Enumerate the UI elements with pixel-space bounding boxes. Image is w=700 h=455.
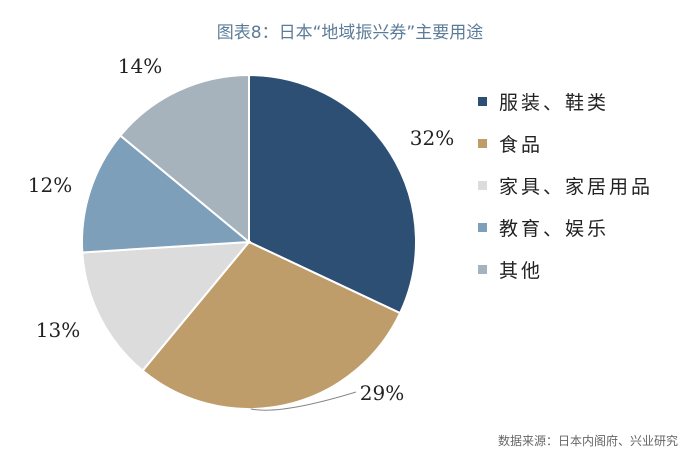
legend-label: 其他: [499, 259, 544, 282]
legend-label: 家具、家居用品: [499, 175, 654, 198]
legend-item: 其他: [478, 248, 653, 290]
legend-item: 家具、家居用品: [478, 164, 653, 206]
legend-swatch-0: [478, 96, 487, 106]
legend-item: 教育、娱乐: [478, 206, 653, 248]
pie-slices: [81, 73, 417, 410]
legend-swatch-3: [478, 222, 487, 232]
source-note: 数据来源：日本内阁府、兴业研究: [497, 434, 678, 448]
legend-swatch-1: [478, 138, 487, 148]
pie-slice: [141, 240, 402, 410]
pie-data-label: 12%: [28, 173, 72, 197]
pie-data-label: 29%: [360, 381, 404, 405]
legend-label: 教育、娱乐: [499, 217, 610, 240]
legend-swatch-2: [478, 180, 487, 190]
legend-label: 服装、鞋类: [499, 91, 610, 114]
leader-lines: [250, 391, 357, 411]
legend-item: 食品: [478, 122, 653, 164]
pie-slice: [81, 134, 252, 254]
pie-data-label: 32%: [410, 126, 454, 150]
legend-item: 服装、鞋类: [478, 80, 653, 122]
legend: 服装、鞋类 食品 家具、家居用品 教育、娱乐 其他: [478, 80, 653, 290]
pie-data-labels: 32% 29% 13% 12% 14%: [28, 54, 454, 405]
pie-slice: [81, 240, 252, 373]
pie-slice: [248, 73, 417, 315]
legend-label: 食品: [499, 133, 544, 156]
pie-slice: [118, 73, 250, 245]
pie-data-label: 14%: [118, 54, 162, 78]
pie-data-label: 13%: [36, 318, 80, 342]
legend-swatch-4: [478, 264, 487, 274]
leader-line: [250, 391, 357, 411]
chart-title: 图表8：日本“地域振兴券”主要用途: [216, 23, 484, 43]
